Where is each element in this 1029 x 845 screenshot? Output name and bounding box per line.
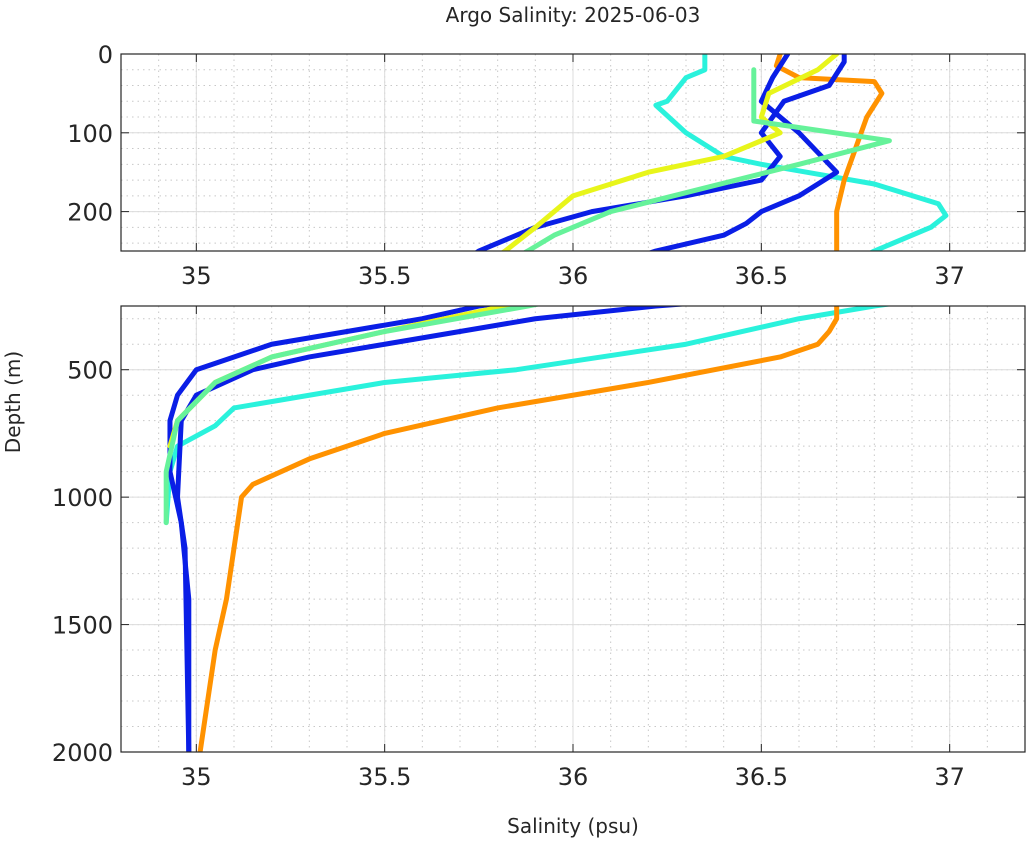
x-tick-label: 36.5 — [735, 262, 788, 290]
x-tick-label: 36 — [558, 262, 589, 290]
y-tick-label: 1000 — [52, 484, 113, 512]
profile-orange — [773, 54, 885, 251]
y-tick-label: 200 — [67, 199, 113, 227]
y-tick-label: 0 — [98, 41, 113, 69]
x-tick-label: 35 — [181, 763, 212, 791]
x-tick-label: 37 — [934, 763, 965, 791]
profile-orange — [197, 306, 840, 752]
chart-title: Argo Salinity: 2025-06-03 — [446, 3, 701, 27]
profile-yellow — [500, 54, 840, 251]
profile-cyan — [653, 54, 949, 251]
y-tick-label: 500 — [67, 357, 113, 385]
profile-green — [163, 306, 541, 526]
x-tick-label: 35 — [181, 262, 212, 290]
y-tick-label: 100 — [67, 120, 113, 148]
y-axis-label: Depth (m) — [1, 351, 25, 453]
x-tick-label: 36 — [558, 763, 589, 791]
x-tick-label: 35.5 — [358, 763, 411, 791]
x-axis-label: Salinity (psu) — [507, 814, 639, 838]
y-tick-label: 1500 — [52, 612, 113, 640]
x-tick-label: 37 — [934, 262, 965, 290]
profile-blue-b — [175, 306, 690, 752]
axes-box — [120, 305, 1026, 753]
panel-lower: 35 35.5 36 36.5 37 500 1000 1500 2000 — [52, 305, 1026, 791]
panel-upper: 35 35.5 36 36.5 37 0 100 200 — [67, 41, 1026, 290]
profile-cyan — [163, 306, 893, 526]
series-group — [474, 54, 949, 251]
profile-blue-a — [474, 54, 847, 251]
profile-green — [522, 67, 892, 251]
profile-blue-b — [647, 54, 840, 251]
x-tick-label: 36.5 — [735, 763, 788, 791]
series-group — [163, 306, 893, 752]
axes-box — [120, 53, 1026, 252]
y-tick-label: 2000 — [52, 739, 113, 767]
x-tick-label: 35.5 — [358, 262, 411, 290]
